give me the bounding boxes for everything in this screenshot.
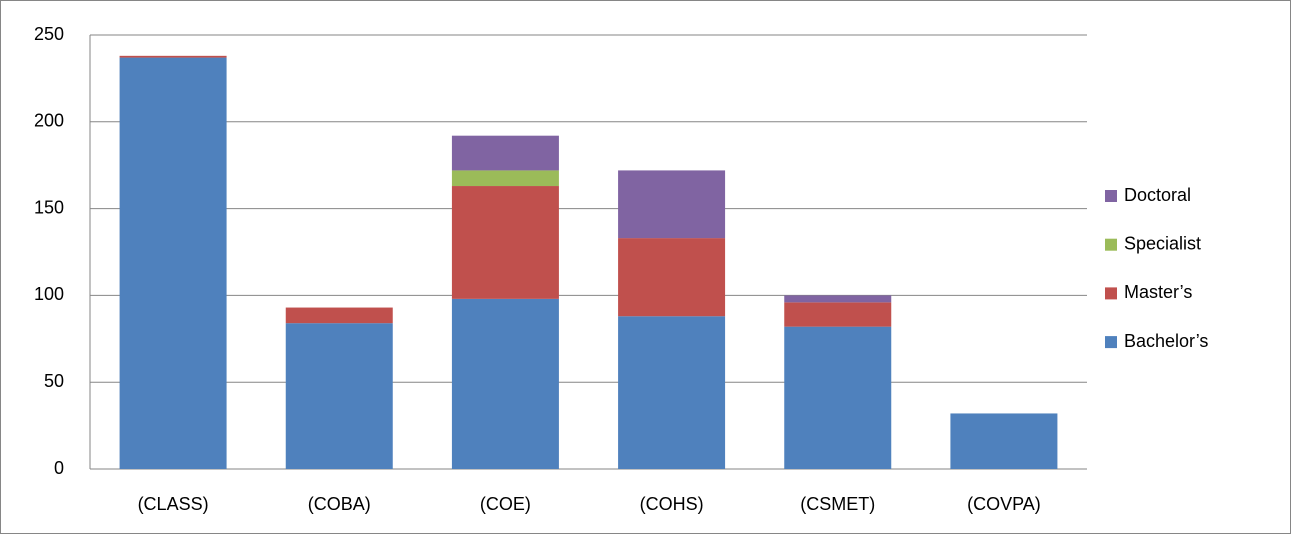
bar-segment <box>784 302 892 327</box>
bar-segment <box>618 316 726 469</box>
y-tick-label: 100 <box>34 284 64 304</box>
legend-swatch <box>1105 287 1117 300</box>
y-tick-label: 250 <box>34 24 64 44</box>
bar-segment <box>784 295 892 303</box>
bar-segment <box>451 298 559 469</box>
legend-swatch <box>1105 238 1117 251</box>
legend-label: Specialist <box>1124 233 1201 253</box>
bar-segment <box>451 135 559 171</box>
x-tick-label: (COBA) <box>308 494 371 514</box>
bar-segment <box>618 170 726 239</box>
bar-segment <box>119 55 227 58</box>
bar-segment <box>784 326 892 469</box>
x-tick-label: (COE) <box>480 494 531 514</box>
y-tick-label: 150 <box>34 197 64 217</box>
bar-segment <box>285 323 393 469</box>
bar-segment <box>451 186 559 299</box>
bar-segment <box>950 413 1058 469</box>
x-tick-label: (COHS) <box>640 494 704 514</box>
bar-segment <box>119 57 227 470</box>
bar-segment <box>451 170 559 187</box>
x-tick-label: (COVPA) <box>967 494 1041 514</box>
legend-swatch <box>1105 336 1117 349</box>
legend-label: Master’s <box>1124 282 1192 302</box>
legend-label: Doctoral <box>1124 185 1191 205</box>
legend-label: Bachelor’s <box>1124 331 1208 351</box>
bar-segment <box>618 238 726 317</box>
bar-segment <box>285 307 393 324</box>
x-tick-label: (CSMET) <box>800 494 875 514</box>
y-tick-label: 50 <box>44 371 64 391</box>
x-tick-label: (CLASS) <box>138 494 209 514</box>
y-tick-label: 200 <box>34 111 64 131</box>
legend-swatch <box>1105 190 1117 202</box>
y-tick-label: 0 <box>54 458 64 478</box>
